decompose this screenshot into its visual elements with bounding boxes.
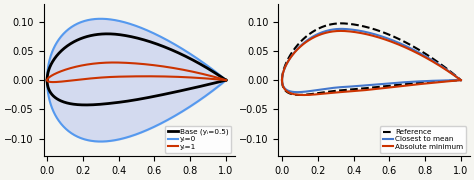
Legend: Base (yᵢ=0.5), yᵢ=0, yᵢ=1: Base (yᵢ=0.5), yᵢ=0, yᵢ=1 — [164, 126, 231, 152]
Legend: Reference, Closest to mean, Absolute minimum: Reference, Closest to mean, Absolute min… — [380, 126, 466, 152]
